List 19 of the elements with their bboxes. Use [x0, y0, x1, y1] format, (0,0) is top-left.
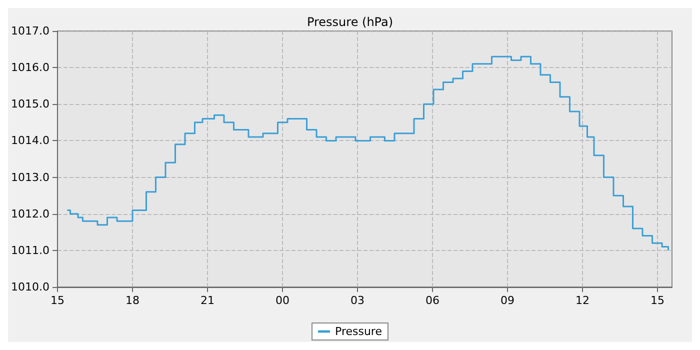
x-tick-label: 21: [200, 294, 214, 307]
y-tick-label: 1017.0: [10, 24, 50, 38]
x-tick-label: 15: [50, 294, 64, 307]
y-tick-label: 1015.0: [10, 98, 50, 111]
y-tick-label: 1014.0: [10, 134, 50, 148]
y-tick-label: 1016.0: [10, 61, 50, 74]
x-tick-label: 12: [576, 294, 590, 307]
y-tick-label: 1011.0: [10, 244, 50, 257]
x-tick-label: 03: [350, 294, 364, 307]
x-tick-label: 06: [425, 294, 440, 307]
legend-label: Pressure: [335, 325, 382, 338]
x-tick-label: 09: [500, 294, 514, 307]
x-tick-label: 18: [125, 294, 140, 307]
x-tick-label: 00: [275, 294, 290, 307]
x-tick-label: 15: [650, 294, 664, 307]
y-tick-label: 1012.0: [10, 207, 50, 220]
y-tick-label: 1013.0: [10, 170, 50, 184]
y-tick-label: 1010.0: [10, 280, 50, 294]
chart-title: Pressure (hPa): [306, 15, 394, 29]
